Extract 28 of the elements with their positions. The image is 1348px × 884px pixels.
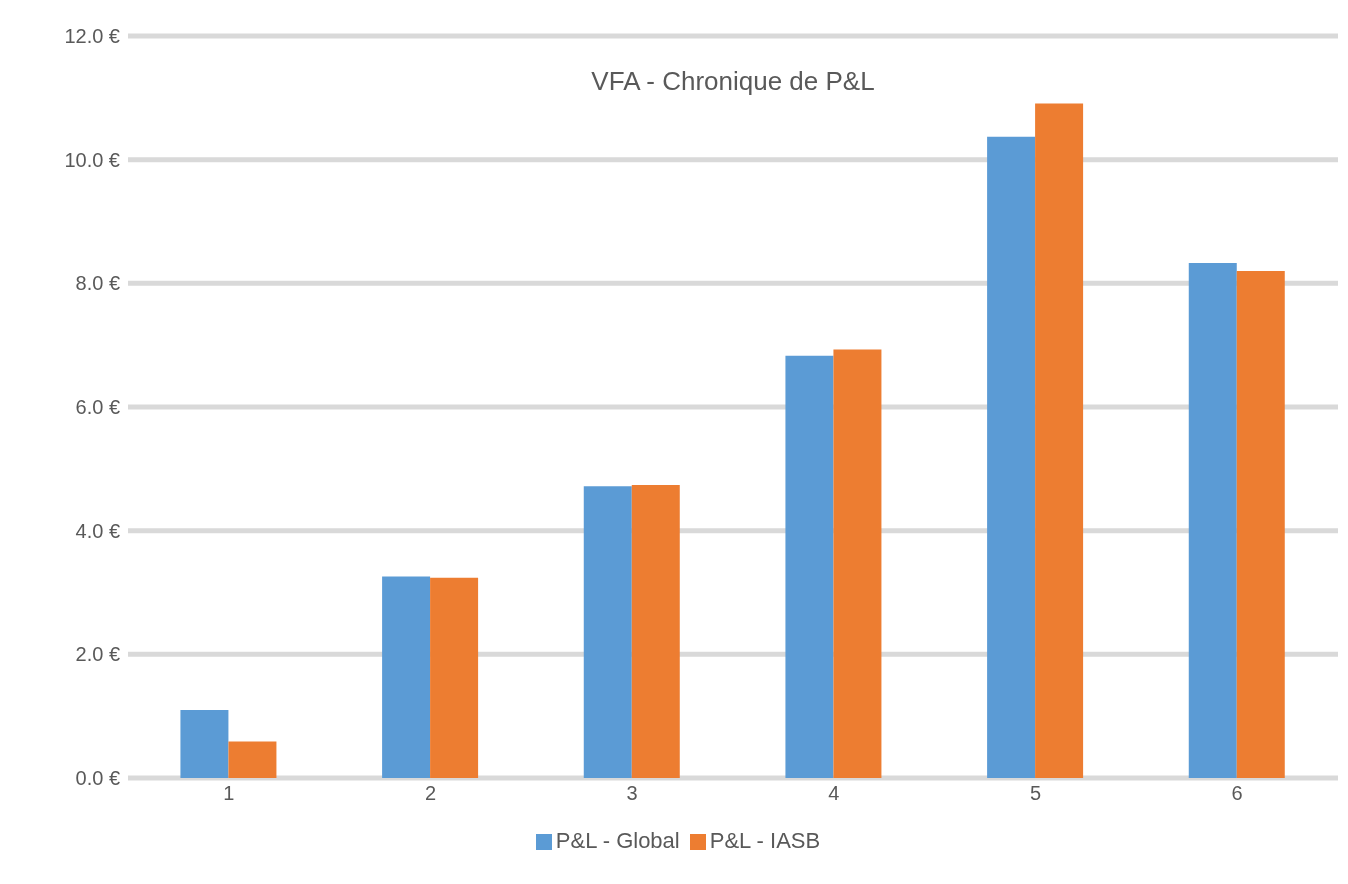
bar bbox=[785, 355, 834, 778]
legend-label: P&L - Global bbox=[555, 828, 680, 853]
y-tick-label: 8.0 € bbox=[75, 272, 120, 295]
y-tick-label: 0.0 € bbox=[75, 767, 120, 790]
y-tick-label: 12.0 € bbox=[64, 25, 120, 48]
bar bbox=[430, 577, 479, 778]
bar bbox=[1236, 270, 1285, 778]
text: VFA - Chronique de P&L bbox=[590, 66, 876, 97]
y-tick-label: 2.0 € bbox=[75, 643, 120, 666]
x-tick-label: 2 bbox=[424, 782, 437, 805]
bar bbox=[382, 576, 431, 778]
bar bbox=[987, 136, 1036, 778]
y-tick-label: 4.0 € bbox=[75, 519, 120, 542]
x-tick-label: 5 bbox=[1029, 782, 1042, 805]
legend-label: P&L - IASB bbox=[709, 828, 821, 853]
x-tick-label: 1 bbox=[223, 782, 235, 805]
x-tick-label: 3 bbox=[626, 782, 638, 805]
bar bbox=[833, 349, 882, 778]
x-tick-label: 4 bbox=[828, 782, 840, 805]
bar bbox=[180, 709, 229, 778]
x-tick-label: 6 bbox=[1231, 782, 1243, 805]
y-tick-label: 10.0 € bbox=[64, 148, 120, 171]
bar bbox=[228, 741, 277, 778]
bar bbox=[1035, 103, 1084, 778]
y-tick-label: 6.0 € bbox=[75, 396, 120, 419]
bar bbox=[583, 486, 632, 778]
bar bbox=[631, 484, 680, 778]
bar bbox=[1188, 262, 1237, 778]
